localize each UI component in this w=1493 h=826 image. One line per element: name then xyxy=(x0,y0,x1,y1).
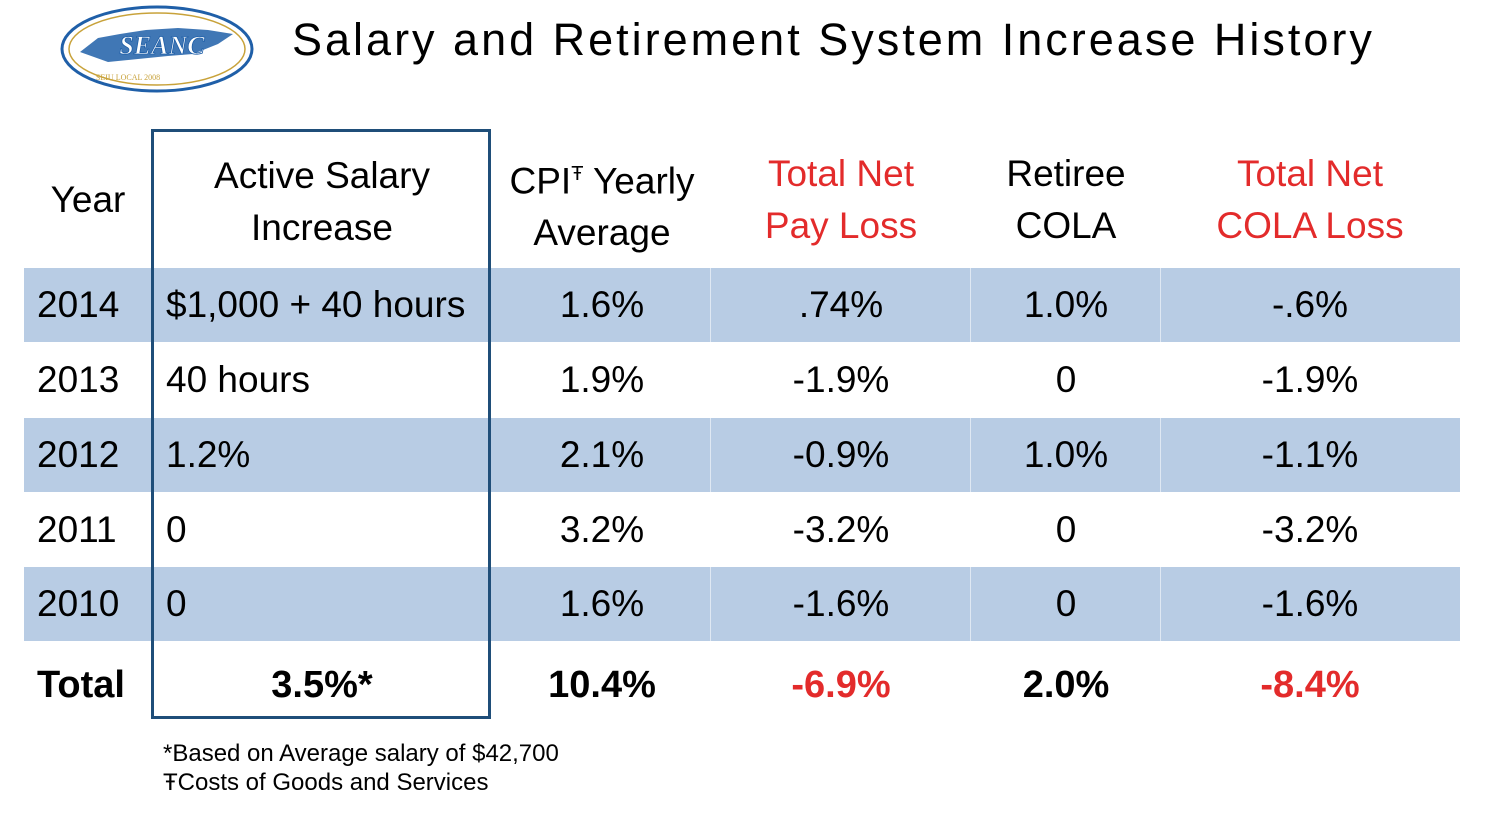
header-cpi-yearly: Yearly xyxy=(583,160,695,202)
header-active-salary-line1: Active Salary xyxy=(214,155,430,196)
cell-net-cola-loss: -1.1% xyxy=(1261,434,1359,475)
total-net-cola-loss: -8.4% xyxy=(1260,663,1360,706)
header-cpi-label: CPI xyxy=(509,160,572,202)
cell-year: 2011 xyxy=(37,509,117,550)
footnote-salary: *Based on Average salary of $42,700 xyxy=(163,740,559,767)
header-cola-line1: Retiree xyxy=(1006,153,1126,194)
cell-year: 2012 xyxy=(37,434,120,475)
cell-active-salary: 40 hours xyxy=(166,359,310,400)
row-band xyxy=(24,418,1460,492)
cell-net-pay-loss: -1.6% xyxy=(792,583,890,624)
cell-year: 2010 xyxy=(37,583,120,624)
header-net-pay-line1: Total Net xyxy=(767,153,914,194)
header-cpi-line1: CPIŦ Yearly xyxy=(494,148,710,207)
cell-retiree-cola: 1.0% xyxy=(1023,434,1109,475)
header-net-cola-line2: COLA Loss xyxy=(1216,205,1404,246)
column-divider xyxy=(710,268,711,642)
header-cpi-footnote-mark: Ŧ xyxy=(571,163,584,185)
header-net-pay-line2: Pay Loss xyxy=(764,205,918,246)
seanc-logo: SEANC SEIU LOCAL 2008 xyxy=(58,4,256,94)
cell-active-salary: 0 xyxy=(166,509,187,550)
total-label: Total xyxy=(37,663,125,706)
header-cola-line2: COLA xyxy=(1015,205,1117,246)
cell-retiree-cola: 0 xyxy=(1055,509,1077,550)
cell-net-pay-loss: -1.9% xyxy=(792,359,890,400)
cell-active-salary: 1.2% xyxy=(166,434,251,475)
header-cpi-line2: Average xyxy=(533,212,671,254)
cell-net-cola-loss: -3.2% xyxy=(1261,509,1359,550)
cell-active-salary: $1,000 + 40 hours xyxy=(166,284,466,325)
cell-retiree-cola: 1.0% xyxy=(1023,284,1109,325)
total-cpi: 10.4% xyxy=(548,663,656,706)
header-retiree-cola: Retiree COLA xyxy=(972,148,1160,252)
cell-year: 2014 xyxy=(37,284,120,325)
cell-year: 2013 xyxy=(37,359,120,400)
cell-net-cola-loss: -1.9% xyxy=(1261,359,1359,400)
header-net-cola-loss: Total Net COLA Loss xyxy=(1162,148,1458,252)
cell-net-cola-loss: -1.6% xyxy=(1261,583,1359,624)
row-band xyxy=(24,268,1460,342)
total-retiree-cola: 2.0% xyxy=(1022,663,1110,706)
header-cpi: CPIŦ Yearly Average xyxy=(494,148,710,259)
header-active-salary: Active Salary Increase xyxy=(152,150,492,254)
footnote-cpi: ŦCosts of Goods and Services xyxy=(163,769,489,796)
cell-cpi: 3.2% xyxy=(559,509,645,550)
header-net-cola-line1: Total Net xyxy=(1236,153,1383,194)
cell-retiree-cola: 0 xyxy=(1055,359,1077,400)
cell-cpi: 1.6% xyxy=(559,284,645,325)
cell-net-pay-loss: .74% xyxy=(798,284,884,325)
header-net-pay-loss: Total Net Pay Loss xyxy=(712,148,970,252)
column-divider xyxy=(1160,268,1161,642)
cell-active-salary: 0 xyxy=(166,583,187,624)
logo-subtext: SEIU LOCAL 2008 xyxy=(96,73,160,82)
active-salary-highlight-frame xyxy=(151,129,491,719)
column-divider xyxy=(970,268,971,642)
total-active-salary: 3.5%* xyxy=(271,663,373,706)
cell-net-pay-loss: -0.9% xyxy=(792,434,890,475)
cell-net-cola-loss: -.6% xyxy=(1271,284,1349,325)
cell-cpi: 1.6% xyxy=(559,583,645,624)
header-year: Year xyxy=(30,174,146,226)
cell-retiree-cola: 0 xyxy=(1055,583,1077,624)
cell-net-pay-loss: -3.2% xyxy=(792,509,890,550)
header-year-label: Year xyxy=(50,179,126,220)
total-net-pay-loss: -6.9% xyxy=(791,663,891,706)
page-title: Salary and Retirement System Increase Hi… xyxy=(292,14,1375,65)
header-active-salary-line2: Increase xyxy=(251,207,393,248)
cell-cpi: 2.1% xyxy=(559,434,645,475)
cell-cpi: 1.9% xyxy=(559,359,645,400)
row-band xyxy=(24,567,1460,641)
logo-wordmark: SEANC xyxy=(119,31,205,60)
